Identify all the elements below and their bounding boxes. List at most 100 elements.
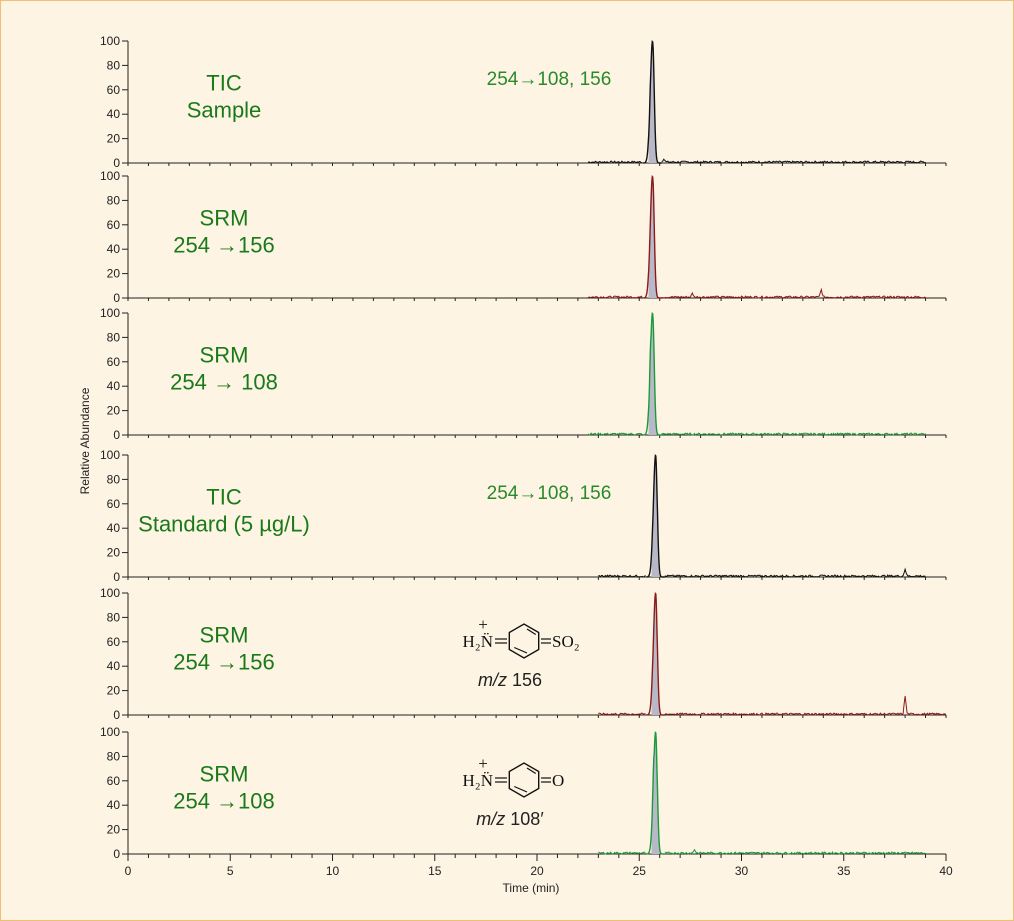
mz-prefix: m/z xyxy=(478,670,512,690)
baseline-trace xyxy=(664,567,926,578)
peak-trace xyxy=(643,39,662,164)
transition-annotation: 254→108, 156 xyxy=(487,69,612,90)
peak-area xyxy=(651,455,660,577)
peak-trace xyxy=(646,591,665,716)
y-tick-label: 0 xyxy=(113,708,120,722)
mz-value: 108′ xyxy=(510,809,544,829)
panel-label: TIC xyxy=(206,71,242,96)
peak-area xyxy=(648,176,657,298)
benzene-ring xyxy=(508,623,540,659)
y-tick-label: 60 xyxy=(107,774,121,788)
y-tick-label: 100 xyxy=(100,306,120,320)
y-tick-label: 60 xyxy=(107,218,121,232)
y-tick-label: 40 xyxy=(107,521,121,535)
peak-area xyxy=(651,732,660,854)
mz-prefix: m/z xyxy=(476,809,510,829)
baseline-trace xyxy=(664,848,926,855)
x-axis-title: Time (min) xyxy=(503,881,560,895)
peak-trace xyxy=(646,730,665,855)
baseline-trace xyxy=(664,695,947,717)
panel-label: SRM xyxy=(200,343,249,368)
baseline-trace xyxy=(588,160,643,164)
x-tick-label: 25 xyxy=(633,864,647,878)
y-tick-label: 20 xyxy=(107,132,121,146)
panel-label: SRM xyxy=(200,206,249,231)
structure-left-group: H₂N̈ xyxy=(463,632,493,651)
ring-double-bond xyxy=(514,785,528,793)
y-tick-label: 0 xyxy=(113,428,120,442)
y-tick-label: 80 xyxy=(107,610,121,624)
panel-label: 254 →156 xyxy=(173,650,275,675)
peak-area xyxy=(651,593,660,715)
baseline-trace xyxy=(598,851,646,855)
structure-right-group: SO₂ xyxy=(552,632,580,651)
structure-charge: + xyxy=(478,615,488,634)
y-tick-label: 100 xyxy=(100,448,120,462)
ring-double-bond xyxy=(514,646,528,654)
y-tick-label: 80 xyxy=(107,749,121,763)
y-tick-label: 40 xyxy=(107,242,121,256)
ring-double-bond xyxy=(526,628,537,636)
y-tick-label: 0 xyxy=(113,847,120,861)
peak-trace xyxy=(646,453,665,578)
y-tick-label: 40 xyxy=(107,798,121,812)
peak-trace xyxy=(643,174,662,299)
y-tick-label: 80 xyxy=(107,58,121,72)
panel-label: Standard (5 µg/L) xyxy=(138,512,310,537)
baseline-trace xyxy=(587,432,643,436)
baseline-trace xyxy=(598,712,646,716)
peak-trace xyxy=(643,311,662,436)
y-tick-label: 80 xyxy=(107,472,121,486)
y-tick-label: 20 xyxy=(107,823,121,837)
structure-left-group: H₂N̈ xyxy=(463,771,493,790)
panel-label: SRM xyxy=(200,623,249,648)
baseline-trace xyxy=(587,295,643,299)
structure-charge: + xyxy=(478,754,488,773)
baseline-trace xyxy=(598,574,646,578)
y-tick-label: 20 xyxy=(107,546,121,560)
x-tick-label: 35 xyxy=(837,864,851,878)
baseline-trace xyxy=(661,158,926,164)
mz-label: m/z 108′ xyxy=(476,809,544,829)
panel-label: Sample xyxy=(187,98,262,123)
ring-double-bond xyxy=(526,767,537,775)
y-tick-label: 40 xyxy=(107,107,121,121)
y-tick-label: 20 xyxy=(107,404,121,418)
mz-label: m/z 156 xyxy=(478,670,542,690)
structure-right-group: O xyxy=(552,771,564,790)
y-tick-label: 80 xyxy=(107,193,121,207)
panel-label: 254 →108 xyxy=(173,789,275,814)
x-tick-label: 40 xyxy=(939,864,953,878)
y-tick-label: 40 xyxy=(107,659,121,673)
peak-area xyxy=(648,41,657,163)
x-tick-label: 0 xyxy=(125,864,132,878)
x-tick-label: 30 xyxy=(735,864,749,878)
y-tick-label: 40 xyxy=(107,379,121,393)
y-tick-label: 60 xyxy=(107,635,121,649)
y-tick-label: 0 xyxy=(113,156,120,170)
panel-label: SRM xyxy=(200,762,249,787)
panel-label: TIC xyxy=(206,485,242,510)
baseline-trace xyxy=(661,432,926,436)
y-axis-title: Relative Abundance xyxy=(78,387,92,494)
y-tick-label: 20 xyxy=(107,684,121,698)
y-tick-label: 100 xyxy=(100,169,120,183)
y-tick-label: 100 xyxy=(100,725,120,739)
y-tick-label: 20 xyxy=(107,267,121,281)
y-tick-label: 0 xyxy=(113,570,120,584)
y-tick-label: 80 xyxy=(107,330,121,344)
y-tick-label: 100 xyxy=(100,34,120,48)
y-tick-label: 60 xyxy=(107,497,121,511)
mz-value: 156 xyxy=(512,670,542,690)
y-tick-label: 0 xyxy=(113,291,120,305)
y-tick-label: 60 xyxy=(107,355,121,369)
x-tick-label: 20 xyxy=(530,864,544,878)
x-tick-label: 5 xyxy=(227,864,234,878)
transition-annotation: 254→108, 156 xyxy=(487,483,612,504)
peak-area xyxy=(648,313,657,435)
x-tick-label: 10 xyxy=(326,864,340,878)
benzene-ring xyxy=(508,762,540,798)
baseline-trace xyxy=(661,287,926,299)
